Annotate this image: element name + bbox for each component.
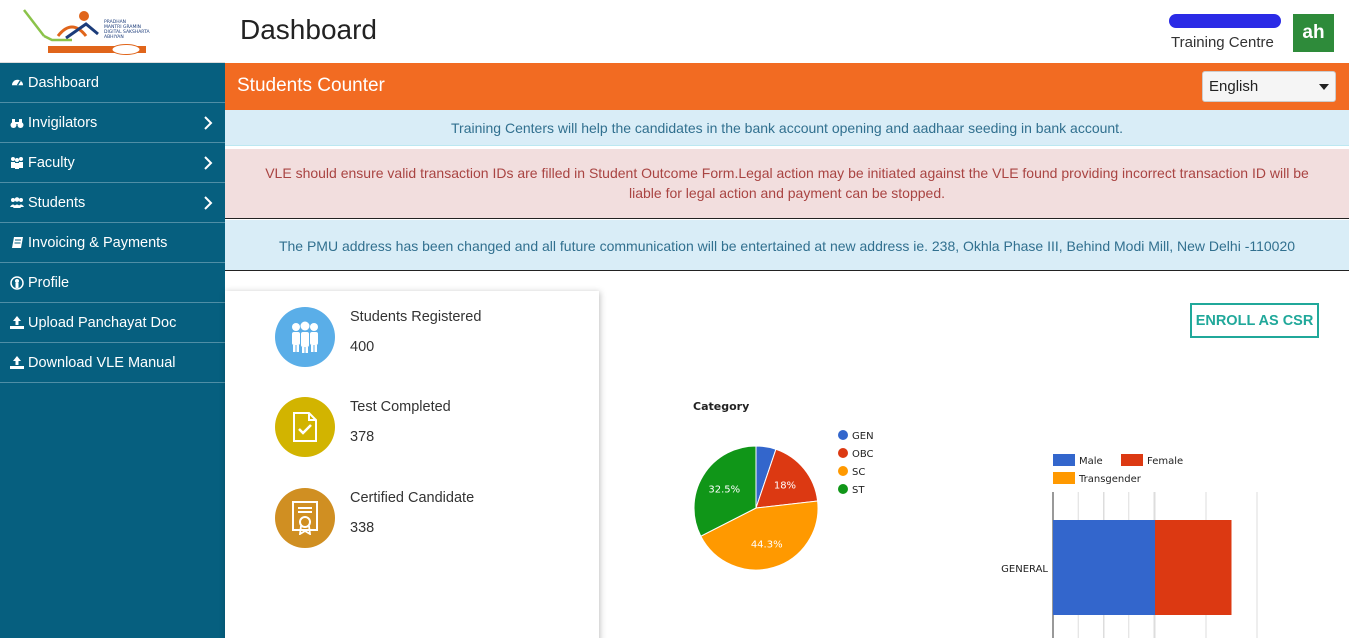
legend-label: GEN — [852, 431, 874, 442]
pie-data-label: 32.5% — [708, 485, 740, 496]
legend-label: Transgender — [1078, 474, 1142, 485]
svg-text:DIGITAL SAKSHARTA: DIGITAL SAKSHARTA — [104, 29, 151, 35]
stat-circle — [275, 307, 335, 367]
students-counter-banner: Students Counter English — [225, 63, 1349, 110]
stat-label: Test Completed — [350, 399, 451, 415]
sidebar-item-students[interactable]: Students — [0, 183, 225, 223]
pie-data-label: 44.3% — [751, 540, 783, 551]
legend-swatch — [1121, 454, 1143, 466]
book-icon — [10, 236, 24, 250]
chevron-right-icon — [204, 196, 213, 210]
sidebar-item-invoicing[interactable]: Invoicing & Payments — [0, 223, 225, 263]
svg-text:MANTRI GRAMIN: MANTRI GRAMIN — [104, 24, 141, 30]
sidebar-item-label: Faculty — [28, 154, 75, 171]
page-title: Dashboard — [240, 14, 377, 45]
stat-value: 378 — [350, 429, 375, 445]
banner-title: Students Counter — [237, 75, 385, 96]
svg-text:PRADHAN: PRADHAN — [104, 19, 126, 25]
sidebar-item-faculty[interactable]: Faculty — [0, 143, 225, 183]
chevron-right-icon — [204, 116, 213, 130]
legend-label: ST — [852, 485, 865, 496]
svg-text:ABHIYAN: ABHIYAN — [104, 34, 124, 40]
info-alert-bank: Training Centers will help the candidate… — [225, 110, 1349, 146]
language-select[interactable]: English — [1202, 71, 1336, 102]
chart-title: Category — [693, 400, 749, 413]
sitemap-icon — [10, 156, 24, 170]
students-icon — [292, 321, 318, 353]
danger-alert-line1: VLE should ensure valid transaction IDs … — [265, 165, 1309, 181]
legend-swatch — [1053, 472, 1075, 484]
category-tick-label: GENERAL — [1001, 564, 1048, 575]
certificate-icon — [292, 501, 318, 535]
stat-label: Students Registered — [350, 309, 482, 325]
avatar[interactable]: ah — [1293, 14, 1334, 52]
user-circle-icon — [10, 275, 24, 290]
upload-icon — [10, 356, 24, 370]
stat-value: 338 — [350, 520, 375, 536]
stat-value: 400 — [350, 339, 375, 355]
sidebar-item-label: Upload Panchayat Doc — [28, 314, 177, 331]
sidebar-item-label: Invigilators — [28, 114, 98, 131]
sidebar-item-download-vle-manual[interactable]: Download VLE Manual — [0, 343, 225, 383]
upload-icon — [10, 316, 24, 330]
pie-slice-st — [693, 445, 757, 537]
pie-slice-sc — [700, 500, 819, 571]
sidebar-item-label: Invoicing & Payments — [28, 234, 168, 251]
danger-alert-transaction: VLE should ensure valid transaction IDs … — [225, 149, 1349, 219]
bar-male — [1053, 520, 1155, 615]
sidebar-item-upload-panchayat-doc[interactable]: Upload Panchayat Doc — [0, 303, 225, 343]
stat-circle — [275, 488, 335, 548]
stats-card: Students Registered 400 Test Completed 3… — [225, 291, 599, 638]
legend-label: OBC — [852, 449, 874, 460]
legend-label: SC — [852, 467, 865, 478]
legend-label: Male — [1079, 456, 1103, 467]
danger-alert-line2: liable for legal action and payment can … — [629, 185, 945, 201]
pmgdisha-logo: PRADHAN MANTRI GRAMIN DIGITAL SAKSHARTA … — [23, 9, 151, 55]
sidebar-item-invigilators[interactable]: Invigilators — [0, 103, 225, 143]
info-alert-pmu-address: The PMU address has been changed and all… — [225, 220, 1349, 271]
sidebar-item-profile[interactable]: Profile — [0, 263, 225, 303]
sidebar-item-label: Students — [28, 194, 86, 211]
pie-data-label: 18% — [774, 481, 796, 492]
stat-label: Certified Candidate — [350, 490, 475, 506]
enroll-as-csr-button[interactable]: ENROLL AS CSR — [1190, 303, 1319, 338]
users-icon — [10, 196, 24, 210]
legend-label: Female — [1147, 456, 1183, 467]
sidebar: Dashboard Invigilators Faculty Students … — [0, 63, 225, 638]
legend-swatch — [1053, 454, 1075, 466]
binoculars-icon — [10, 116, 24, 130]
caret-down-icon — [1319, 84, 1329, 90]
logo-area: PRADHAN MANTRI GRAMIN DIGITAL SAKSHARTA … — [0, 0, 225, 63]
bar-female — [1155, 520, 1232, 615]
document-check-icon — [293, 412, 317, 442]
sidebar-item-label: Dashboard — [28, 74, 99, 91]
pie-slice-obc — [755, 448, 819, 509]
chevron-right-icon — [204, 156, 213, 170]
redacted-username — [1169, 14, 1281, 28]
sidebar-item-dashboard[interactable]: Dashboard — [0, 63, 225, 103]
stat-circle — [275, 397, 335, 457]
language-select-value: English — [1209, 78, 1259, 95]
sidebar-item-label: Profile — [28, 274, 70, 291]
dashboard-icon — [10, 76, 24, 90]
centre-label: Training Centre — [1171, 34, 1274, 51]
top-bar: Dashboard Training Centre ah — [225, 0, 1352, 63]
legend-swatch — [838, 430, 848, 440]
sidebar-item-label: Download VLE Manual — [28, 354, 176, 371]
gender-bar-chart: Male Female Transgender GENERAL — [990, 448, 1270, 638]
category-pie-chart: Category 18% 44.3% 32.5% GEN OBC SC ST — [680, 395, 900, 585]
legend-swatch — [838, 448, 848, 458]
legend-swatch — [838, 466, 848, 476]
legend-swatch — [838, 484, 848, 494]
